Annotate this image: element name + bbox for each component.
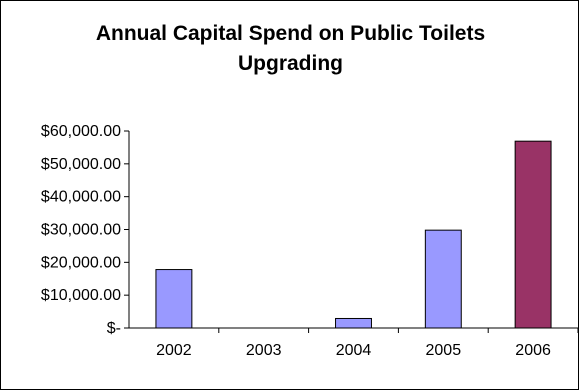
chart-title-line-2: Upgrading	[238, 52, 343, 75]
x-tick-label: 2006	[515, 342, 551, 359]
y-tick-label: $30,000.00	[41, 222, 121, 239]
y-tick-label: $20,000.00	[41, 254, 121, 271]
y-tick-label: $50,000.00	[41, 156, 121, 173]
x-tick-label: 2003	[246, 342, 282, 359]
bar-2004	[335, 317, 372, 329]
x-tick-label: 2002	[156, 342, 192, 359]
y-tick-label: $10,000.00	[41, 287, 121, 304]
bar-2005	[424, 229, 462, 329]
bar-2002	[155, 269, 193, 329]
y-tick-label: $-	[107, 320, 121, 337]
chart-title: Annual Capital Spend on Public Toilets U…	[1, 19, 579, 79]
y-tick-label: $40,000.00	[41, 189, 121, 206]
chart-title-line-1: Annual Capital Spend on Public Toilets	[95, 22, 486, 45]
bar-2006	[514, 140, 552, 329]
x-tick-label: 2004	[336, 342, 372, 359]
x-tick-label: 2005	[426, 342, 462, 359]
y-tick-label: $60,000.00	[41, 123, 121, 140]
